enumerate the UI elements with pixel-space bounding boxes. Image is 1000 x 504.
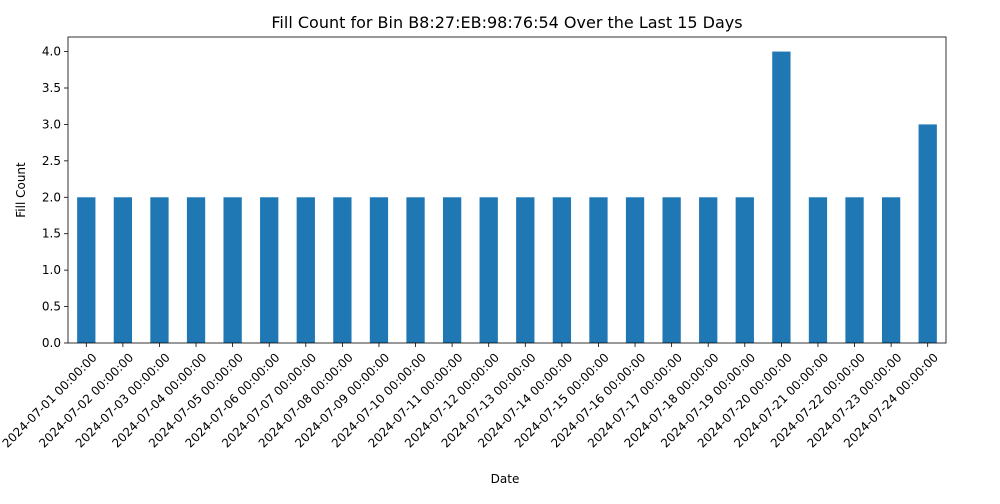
- bar: [735, 197, 754, 343]
- bar: [516, 197, 535, 343]
- bar: [333, 197, 352, 343]
- bar: [625, 197, 645, 343]
- bars: [77, 51, 937, 343]
- bar: [260, 197, 279, 343]
- bar: [881, 197, 901, 343]
- bar: [552, 197, 572, 343]
- bar: [845, 197, 864, 343]
- y-tick-label: 0.0: [42, 336, 61, 350]
- chart-title: Fill Count for Bin B8:27:EB:98:76:54 Ove…: [271, 13, 742, 32]
- bar: [113, 197, 133, 343]
- bar: [186, 197, 206, 343]
- bar: [406, 197, 425, 343]
- y-tick-label: 4.0: [42, 45, 61, 59]
- y-axis-label: Fill Count: [14, 162, 28, 218]
- y-tick-label: 0.5: [42, 300, 61, 314]
- y-tick-label: 1.5: [42, 227, 61, 241]
- bar: [918, 124, 937, 343]
- bar: [77, 197, 96, 343]
- bar: [369, 197, 389, 343]
- bar: [479, 197, 498, 343]
- bar: [150, 197, 169, 343]
- bar: [223, 197, 242, 343]
- x-axis-label: Date: [491, 472, 520, 486]
- bar: [589, 197, 608, 343]
- bar: [808, 197, 828, 343]
- plot-frame: [67, 36, 947, 344]
- bar: [772, 51, 791, 343]
- y-tick-label: 2.5: [42, 154, 61, 168]
- y-tick-label: 2.0: [42, 190, 61, 204]
- bar: [442, 197, 462, 343]
- y-tick-label: 3.0: [42, 117, 61, 131]
- bar: [699, 197, 718, 343]
- y-axis: 0.0 0.5 1.0 1.5 2.0 2.5 3.0 3.5 4.0: [42, 45, 68, 350]
- y-tick-label: 1.0: [42, 263, 61, 277]
- bar: [296, 197, 315, 343]
- bar: [662, 197, 681, 343]
- y-tick-label: 3.5: [42, 81, 61, 95]
